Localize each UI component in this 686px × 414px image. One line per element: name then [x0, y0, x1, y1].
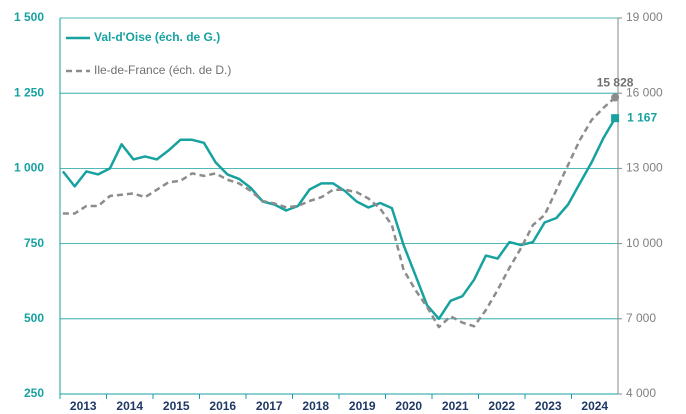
- value-label: 1 167: [627, 110, 657, 124]
- x-tick-label: 2018: [302, 399, 329, 413]
- y-tick-label: 500: [24, 311, 44, 325]
- y2-tick-label: 7 000: [626, 311, 656, 325]
- y2-tick-label: 10 000: [626, 236, 663, 250]
- x-tick-label: 2019: [349, 399, 376, 413]
- series-line: [61, 117, 617, 321]
- x-tick-label: 2022: [488, 399, 515, 413]
- y2-tick-label: 19 000: [626, 10, 663, 24]
- series-line: [62, 96, 616, 329]
- x-tick-label: 2017: [256, 399, 283, 413]
- y2-tick-label: 13 000: [626, 161, 663, 175]
- value-label: 15 828: [597, 76, 634, 90]
- y-tick-label: 1 000: [14, 161, 44, 175]
- x-tick-label: 2023: [535, 399, 562, 413]
- y-tick-label: 250: [24, 386, 44, 400]
- legend-label: Ile-de-France (éch. de D.): [94, 63, 231, 77]
- y-tick-label: 1 250: [14, 85, 44, 99]
- y-tick-label: 750: [24, 236, 44, 250]
- x-tick-label: 2021: [442, 399, 469, 413]
- legend-label: Val-d'Oise (éch. de G.): [94, 30, 220, 44]
- y2-tick-label: 4 000: [626, 386, 656, 400]
- y2-tick-label: 16 000: [626, 85, 663, 99]
- x-tick-label: 2024: [581, 399, 608, 413]
- end-marker: [611, 93, 620, 102]
- y-tick-label: 1 500: [14, 10, 44, 24]
- x-tick-label: 2016: [209, 399, 236, 413]
- x-tick-label: 2020: [395, 399, 422, 413]
- x-tick-label: 2013: [70, 399, 97, 413]
- end-marker: [611, 114, 620, 123]
- x-tick-label: 2015: [163, 399, 190, 413]
- x-tick-label: 2014: [116, 399, 143, 413]
